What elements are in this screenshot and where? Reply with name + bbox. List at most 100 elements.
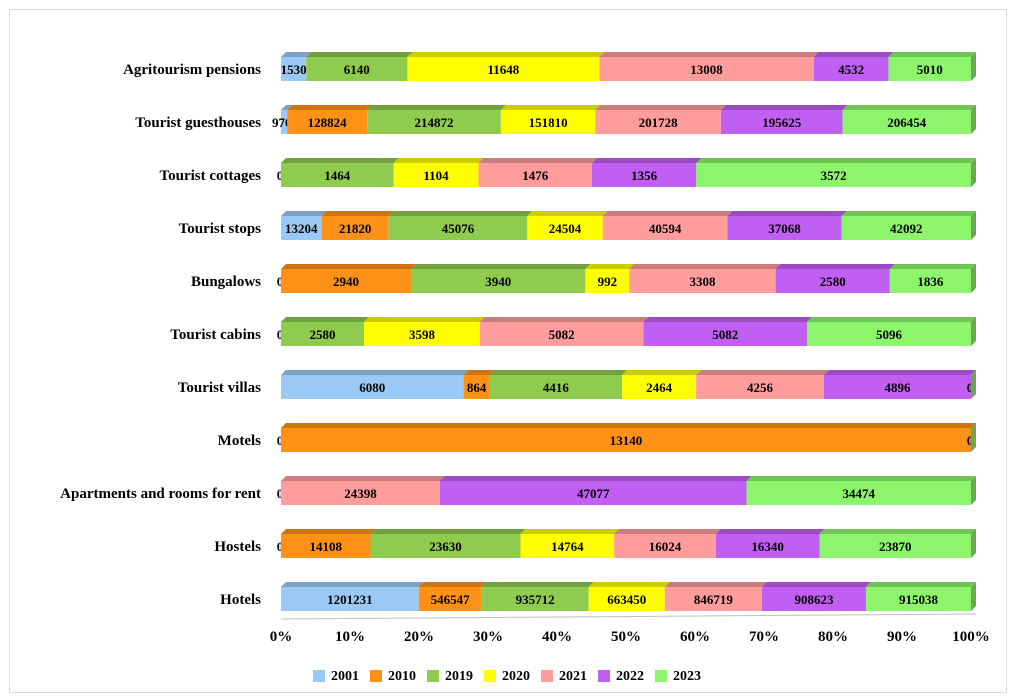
bar-top-tourist-villas-2021 [696, 370, 829, 375]
bar-hotels-2022 [761, 587, 867, 611]
bar-agritourism-pensions-2001 [281, 57, 307, 81]
bar-tourist-cabins-2020 [364, 322, 480, 346]
x-tick-label: 70% [749, 629, 779, 645]
legend-label-2021: 2021 [559, 669, 587, 684]
bar-top-hostels-2022 [715, 529, 825, 534]
bar-top-tourist-guesthouses-2010 [287, 105, 373, 110]
bar-top-tourist-stops-2019 [388, 211, 533, 216]
bar-top-tourist-stops-2020 [527, 211, 608, 216]
bar-end-hotels [971, 582, 976, 611]
data-label-tourist-guesthouses-2010: 128824 [308, 115, 348, 130]
bar-hotels-2010 [418, 587, 482, 611]
bar-top-tourist-cabins-2020 [364, 317, 485, 322]
data-label-apartments-and-rooms-for-rent-2022: 47077 [577, 486, 610, 501]
data-label-hostels-2021: 16024 [649, 539, 682, 554]
data-label-motels-2023: 0 [967, 433, 974, 448]
data-label-bungalows-2019: 3940 [485, 274, 511, 289]
data-label-apartments-and-rooms-for-rent-2001: 0 [277, 486, 284, 501]
data-label-apartments-and-rooms-for-rent-2021: 24398 [344, 486, 377, 501]
legend-swatch-2023 [655, 670, 667, 682]
data-label-hotels-2001: 1201231 [327, 592, 373, 607]
x-tick-label: 0% [270, 629, 293, 645]
bar-top-tourist-cottages-2021 [478, 158, 598, 163]
data-label-tourist-villas-2019: 4416 [543, 380, 570, 395]
bar-top-bungalows-2010 [281, 264, 417, 269]
bar-tourist-guesthouses-2019 [367, 110, 501, 134]
data-label-hostels-2001: 0 [277, 539, 284, 554]
data-label-motels-2001: 0 [277, 433, 284, 448]
data-label-hostels-2019: 23630 [429, 539, 462, 554]
data-label-bungalows-2010: 2940 [333, 274, 359, 289]
bar-top-tourist-villas-2001 [281, 370, 469, 375]
bar-tourist-villas-2010 [463, 375, 490, 399]
bar-top-tourist-cabins-2021 [479, 317, 649, 322]
bar-tourist-stops-2021 [602, 216, 728, 240]
data-label-hostels-2023: 23870 [879, 539, 912, 554]
legend-label-2019: 2019 [445, 669, 473, 684]
legend-label-2010: 2010 [388, 669, 416, 684]
data-label-agritourism-pensions-2001: 1530 [281, 62, 307, 77]
x-axis-line [280, 613, 977, 620]
bar-top-bungalows-2020 [585, 264, 635, 269]
bar-top-tourist-guesthouses-2021 [595, 105, 726, 110]
bar-top-hotels-2021 [664, 582, 767, 587]
data-label-tourist-cabins-2001: 0 [277, 327, 284, 342]
bar-bungalows-2022 [775, 269, 890, 293]
data-label-tourist-guesthouses-2021: 201728 [639, 115, 679, 130]
bar-top-hostels-2023 [819, 529, 976, 534]
bar-end-tourist-cabins [971, 317, 976, 346]
bar-tourist-stops-2023 [841, 216, 971, 240]
bar-top-tourist-stops-2021 [602, 211, 733, 216]
data-label-hotels-2020: 663450 [607, 592, 646, 607]
bar-tourist-stops-2022 [727, 216, 842, 240]
category-label-tourist-stops: Tourist stops [179, 221, 262, 237]
category-label-agritourism-pensions: Agritourism pensions [123, 62, 261, 78]
bar-top-bungalows-2023 [889, 264, 976, 269]
data-label-bungalows-2020: 992 [598, 274, 618, 289]
data-label-tourist-cabins-2023: 5096 [876, 327, 903, 342]
bar-end-agritourism-pensions [971, 52, 976, 81]
data-label-hotels-2022: 908623 [794, 592, 834, 607]
bar-tourist-cottages-2023 [696, 163, 971, 187]
bar-end-motels [971, 423, 976, 452]
bar-tourist-villas-2019 [489, 375, 623, 399]
data-label-agritourism-pensions-2019: 6140 [344, 62, 370, 77]
data-label-tourist-stops-2010: 21820 [339, 221, 372, 236]
bar-top-tourist-guesthouses-2001 [281, 105, 293, 110]
bar-tourist-villas-2001 [281, 375, 464, 399]
bar-top-apartments-and-rooms-for-rent-2022 [439, 476, 752, 481]
bar-tourist-guesthouses-2020 [500, 110, 596, 134]
bar-end-tourist-guesthouses [971, 105, 976, 134]
bar-top-tourist-cottages-2019 [281, 158, 399, 163]
data-label-tourist-cabins-2022: 5082 [712, 327, 738, 342]
bar-agritourism-pensions-2021 [599, 57, 814, 81]
x-tick-label: 80% [818, 629, 848, 645]
bar-tourist-cabins-2022 [643, 322, 807, 346]
bar-top-hostels-2020 [520, 529, 620, 534]
x-tick-label: 40% [542, 629, 572, 645]
bar-hotels-2019 [481, 587, 589, 611]
bar-top-agritourism-pensions-2020 [407, 52, 605, 57]
bar-top-tourist-cottages-2020 [393, 158, 484, 163]
data-label-tourist-villas-2010: 864 [467, 380, 487, 395]
bar-top-apartments-and-rooms-for-rent-2023 [746, 476, 976, 481]
data-label-tourist-cottages-2019: 1464 [324, 168, 351, 183]
data-label-tourist-villas-2020: 2464 [646, 380, 673, 395]
legend-swatch-2001 [313, 670, 325, 682]
bar-top-hotels-2019 [481, 582, 594, 587]
bar-tourist-stops-2019 [388, 216, 528, 240]
bar-tourist-villas-2021 [696, 375, 824, 399]
x-tick-label: 90% [887, 629, 917, 645]
bar-top-tourist-stops-2022 [727, 211, 847, 216]
data-label-tourist-stops-2001: 13204 [285, 221, 318, 236]
data-label-tourist-cottages-2023: 3572 [821, 168, 847, 183]
category-label-motels: Motels [218, 433, 261, 449]
bar-agritourism-pensions-2023 [888, 57, 971, 81]
category-label-tourist-guesthouses: Tourist guesthouses [135, 115, 261, 131]
legend-swatch-2022 [598, 670, 610, 682]
bar-top-hostels-2010 [281, 529, 376, 534]
data-label-tourist-stops-2021: 40594 [649, 221, 682, 236]
data-label-tourist-stops-2022: 37068 [768, 221, 801, 236]
bar-top-tourist-cottages-2023 [696, 158, 976, 163]
